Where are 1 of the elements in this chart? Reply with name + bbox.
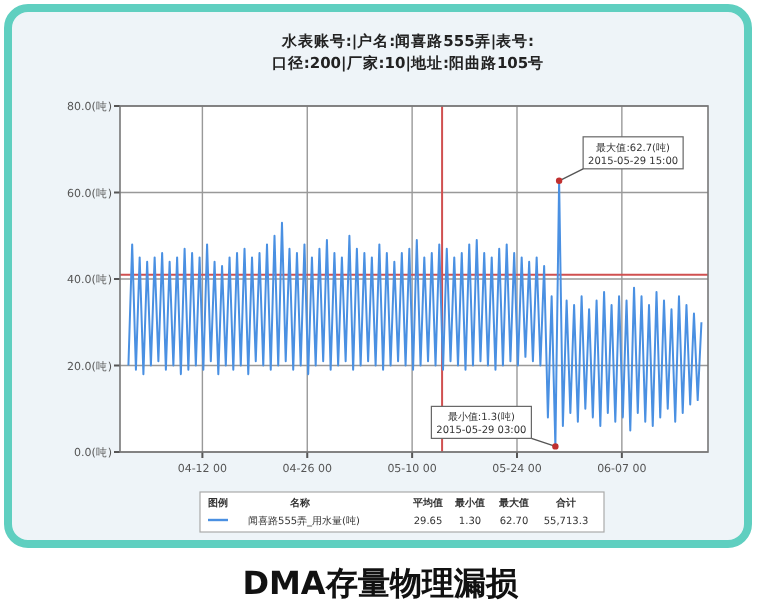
text: DMA存量物理漏损: [242, 564, 520, 602]
